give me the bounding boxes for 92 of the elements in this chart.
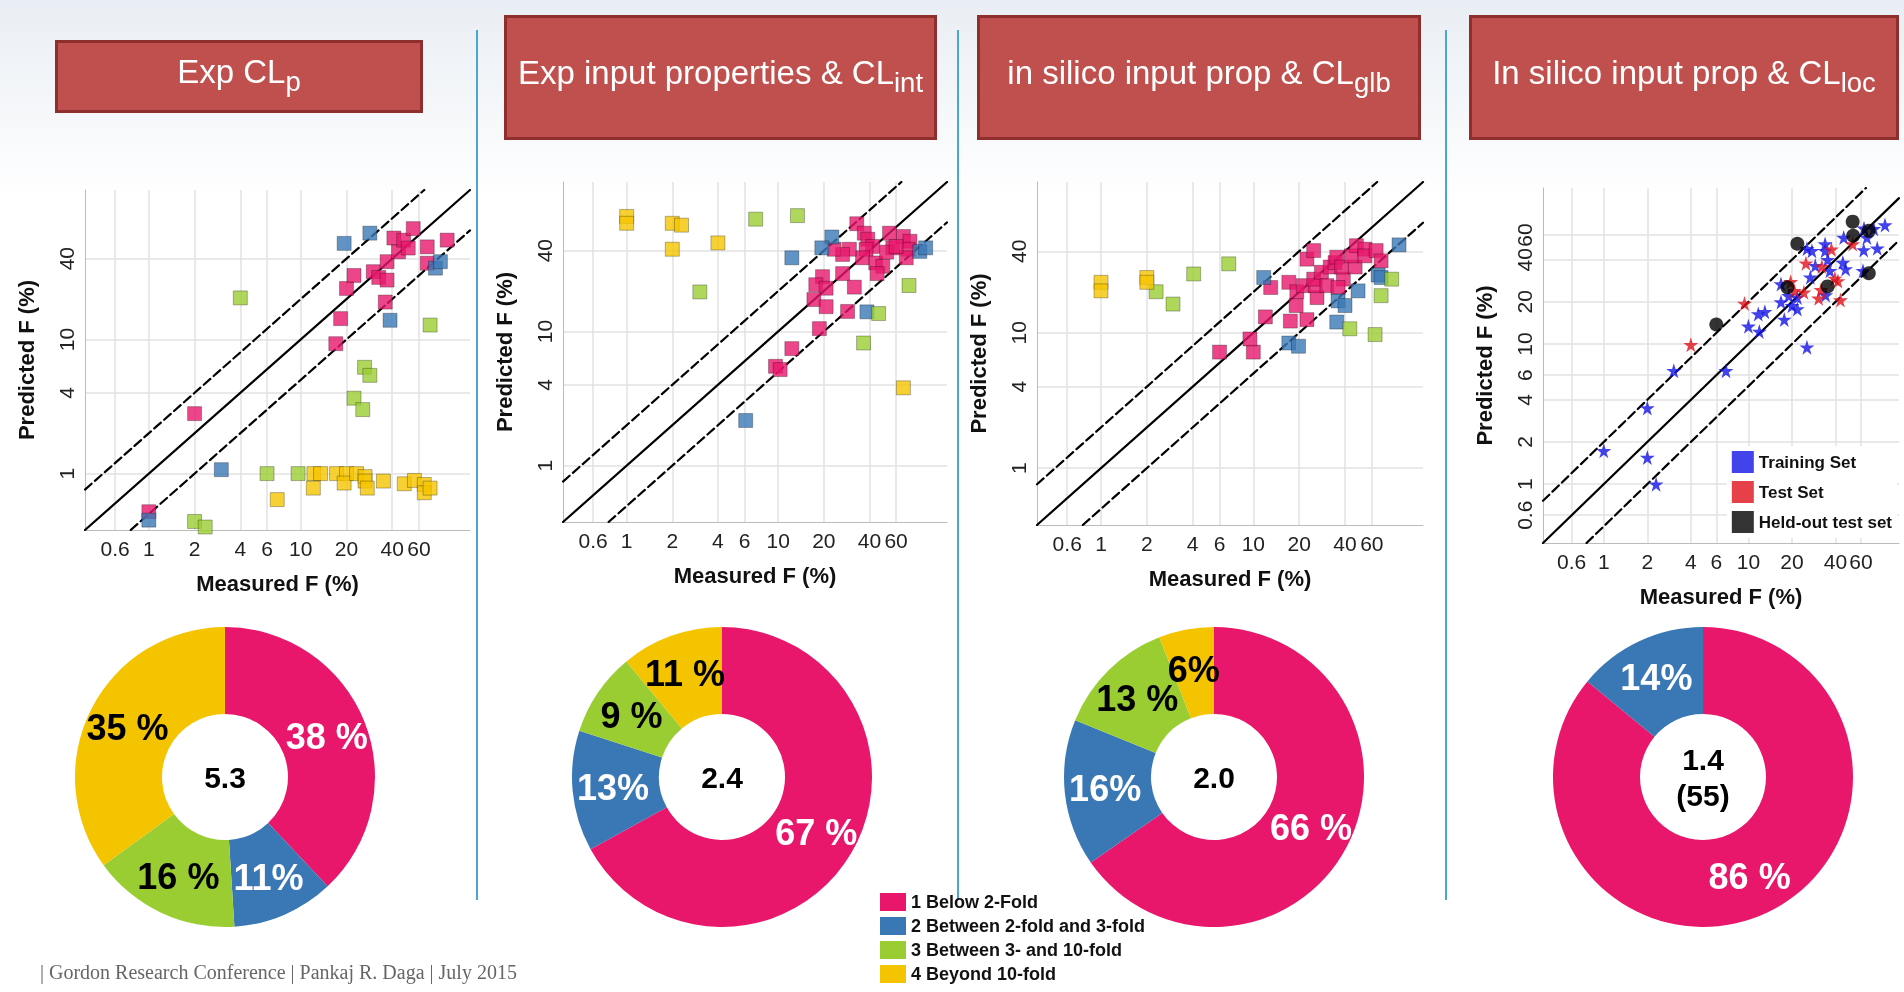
y-tick-label: 40 bbox=[533, 239, 556, 263]
y-tick-label: 1 bbox=[1007, 462, 1030, 474]
x-tick-label: 0.6 bbox=[100, 537, 130, 560]
x-tick-label: 10 bbox=[289, 537, 313, 560]
x-tick-label: 2 bbox=[1141, 532, 1153, 555]
x-tick-label: 60 bbox=[884, 529, 908, 552]
x-axis-title: Measured F (%) bbox=[673, 562, 837, 588]
y-axis-title: Predicted F (%) bbox=[13, 279, 39, 441]
chart-title: Exp input properties & CL$_{int}$ bbox=[517, 52, 924, 100]
data-label: 35 % bbox=[86, 706, 169, 748]
x-tick-label: 4 bbox=[1685, 550, 1697, 573]
data-label: 67 % bbox=[775, 812, 858, 854]
legend-label: Test Set bbox=[1758, 482, 1825, 502]
y-tick-label: 4 bbox=[1513, 393, 1536, 406]
y-axis-title: Predicted F (%) bbox=[1471, 285, 1497, 446]
data-label: 66 % bbox=[1269, 807, 1353, 849]
data-label: 9 % bbox=[600, 694, 663, 736]
x-tick-label: 4 bbox=[234, 537, 247, 560]
y-tick-label: 1 bbox=[533, 459, 556, 472]
chart-title: in silico input prop & CL$_{glb}$ bbox=[1007, 52, 1391, 100]
x-tick-label: 40 bbox=[380, 537, 404, 560]
x-tick-label: 1 bbox=[1597, 550, 1610, 573]
x-tick-label: 40 bbox=[857, 529, 882, 552]
x-axis-title: Measured F (%) bbox=[1639, 583, 1803, 609]
y-tick-label: 0.6 bbox=[1513, 500, 1536, 530]
data-label: 16 % bbox=[137, 855, 220, 897]
data-label: 38 % bbox=[285, 716, 368, 758]
text: | Gordon Research Conference | Pankaj R. Daga | July 2015 bbox=[40, 961, 517, 984]
legend-label: 3 Between 3- and 10-fold bbox=[910, 940, 1123, 960]
y-tick-label: 10 bbox=[55, 327, 78, 352]
x-tick-label: 40 bbox=[1823, 550, 1848, 573]
chart-title: In silico input prop & CL$_{loc}$ bbox=[1492, 52, 1876, 100]
y-tick-label: 1 bbox=[55, 467, 78, 480]
x-tick-label: 2 bbox=[1641, 550, 1654, 573]
y-tick-label: 60 bbox=[1513, 223, 1536, 247]
x-tick-label: 4 bbox=[1186, 532, 1199, 555]
x-axis-title: Measured F (%) bbox=[1148, 565, 1312, 591]
text: 5.3 bbox=[204, 760, 246, 794]
x-tick-label: 4 bbox=[712, 529, 725, 552]
text: 1.4 (55) bbox=[1676, 742, 1730, 812]
y-tick-label: 2 bbox=[1513, 436, 1536, 448]
x-tick-label: 10 bbox=[1241, 532, 1266, 555]
x-tick-label: 60 bbox=[1849, 550, 1873, 573]
data-label: 13% bbox=[576, 766, 650, 808]
x-tick-label: 60 bbox=[1360, 532, 1384, 555]
y-tick-label: 10 bbox=[533, 319, 556, 344]
x-tick-label: 10 bbox=[1736, 550, 1761, 573]
x-tick-label: 60 bbox=[407, 537, 431, 560]
legend-label: Training Set bbox=[1758, 452, 1857, 472]
legend-label: 1 Below 2-Fold bbox=[910, 892, 1038, 912]
y-tick-label: 1 bbox=[1513, 478, 1536, 490]
x-tick-label: 1 bbox=[1095, 532, 1107, 555]
data-label: 86 % bbox=[1708, 855, 1791, 897]
x-tick-label: 20 bbox=[1287, 532, 1311, 555]
y-tick-label: 10 bbox=[1513, 332, 1536, 356]
y-axis-title: Predicted F (%) bbox=[965, 273, 991, 434]
y-tick-label: 40 bbox=[1007, 239, 1030, 263]
x-tick-label: 6 bbox=[1710, 550, 1723, 573]
x-tick-label: 20 bbox=[812, 529, 836, 552]
x-tick-label: 2 bbox=[188, 537, 201, 560]
data-label: 14% bbox=[1620, 657, 1693, 699]
legend-label: 4 Beyond 10-fold bbox=[910, 964, 1057, 984]
x-tick-label: 6 bbox=[261, 537, 273, 560]
y-axis-title: Predicted F (%) bbox=[491, 271, 517, 433]
x-tick-label: 0.6 bbox=[1052, 532, 1082, 555]
y-tick-label: 6 bbox=[1513, 369, 1536, 381]
x-tick-label: 1 bbox=[143, 537, 155, 560]
data-label: 11% bbox=[233, 856, 304, 898]
x-tick-label: 0.6 bbox=[578, 529, 608, 552]
x-tick-label: 1 bbox=[620, 529, 633, 552]
data-label: 16% bbox=[1069, 768, 1142, 810]
legend-label: 2 Between 2-fold and 3-fold bbox=[910, 916, 1146, 936]
legend-label: Held-out test set bbox=[1758, 512, 1893, 532]
x-tick-label: 6 bbox=[1213, 532, 1226, 555]
text: 2.4 bbox=[701, 760, 744, 794]
x-tick-label: 2 bbox=[666, 529, 679, 552]
y-tick-label: 40 bbox=[1513, 248, 1536, 272]
x-tick-label: 0.6 bbox=[1557, 550, 1587, 573]
y-tick-label: 4 bbox=[533, 378, 556, 391]
y-tick-label: 40 bbox=[55, 247, 78, 271]
y-tick-label: 4 bbox=[55, 386, 78, 399]
x-tick-label: 6 bbox=[738, 529, 751, 552]
y-tick-label: 4 bbox=[1007, 380, 1030, 393]
x-axis-title: Measured F (%) bbox=[196, 570, 359, 596]
x-tick-label: 20 bbox=[1780, 550, 1804, 573]
x-tick-label: 10 bbox=[766, 529, 790, 552]
text: 2.0 bbox=[1193, 760, 1235, 794]
y-tick-label: 10 bbox=[1007, 321, 1030, 345]
x-tick-label: 40 bbox=[1333, 532, 1357, 555]
x-tick-label: 20 bbox=[334, 537, 359, 560]
chart-title: Exp CL$_{p}$ bbox=[177, 51, 301, 99]
y-tick-label: 20 bbox=[1513, 290, 1536, 314]
